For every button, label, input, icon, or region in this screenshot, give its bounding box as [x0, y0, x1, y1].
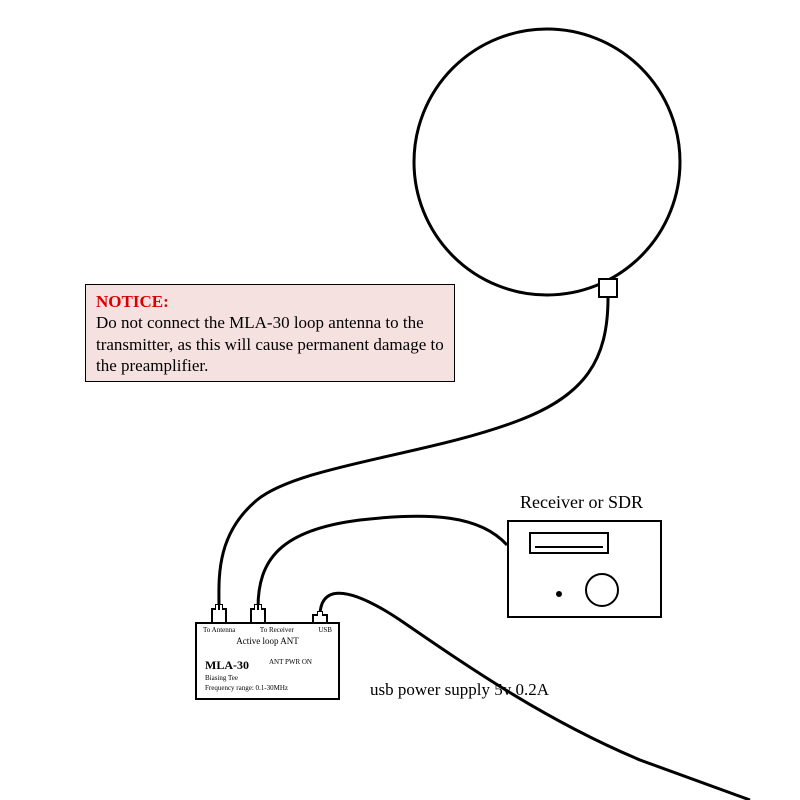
mla-module: To Antenna To Receiver USB Active loop A…	[195, 622, 340, 700]
antenna-loop	[414, 29, 680, 295]
mla-ant-pwr: ANT PWR ON	[269, 658, 312, 666]
usb-power-label: usb power supply 5v 0.2A	[370, 680, 549, 700]
mla-freq-label: Frequency range:	[205, 684, 254, 692]
receiver-screen	[529, 532, 609, 554]
mla-label-usb: USB	[318, 626, 332, 634]
mla-title: Active loop ANT	[197, 636, 338, 646]
mla-label-to-receiver: To Receiver	[260, 626, 294, 634]
mla-label-to-antenna: To Antenna	[203, 626, 235, 634]
mla-bias: Biasing Tee	[205, 674, 238, 682]
notice-box: NOTICE: Do not connect the MLA-30 loop a…	[85, 284, 455, 382]
notice-title: NOTICE:	[96, 292, 169, 311]
notice-body: Do not connect the MLA-30 loop antenna t…	[96, 312, 444, 376]
antenna-feed-box	[598, 278, 618, 298]
receiver-jack	[556, 591, 562, 597]
cable-mla-to-receiver	[258, 516, 507, 608]
mla-model: MLA-30	[205, 658, 249, 673]
receiver-knob	[585, 573, 619, 607]
mla-freq-value: 0.1-30MHz	[256, 684, 288, 692]
receiver-label: Receiver or SDR	[520, 492, 643, 513]
diagram-stage: NOTICE: Do not connect the MLA-30 loop a…	[0, 0, 800, 800]
mla-freq: Frequency range: 0.1-30MHz	[205, 684, 288, 692]
